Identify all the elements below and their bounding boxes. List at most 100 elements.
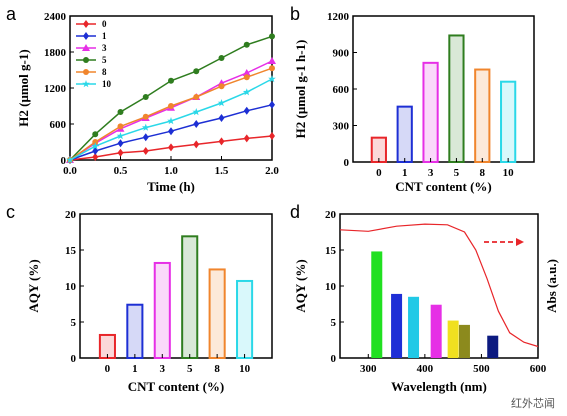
series-point-5	[92, 131, 99, 138]
panel-a-xtick-label: 0.5	[114, 165, 128, 177]
dashed-arrow-head	[516, 238, 524, 246]
panel-d-bar-420	[430, 304, 442, 358]
series-point-10	[268, 75, 276, 83]
series-point-5	[168, 77, 174, 84]
panel-a-xtick-label: 1.5	[215, 165, 229, 177]
panel-d-bar-520	[487, 335, 499, 358]
panel-a-ytick-label: 2400	[44, 11, 67, 23]
panel-b-bar-8	[474, 68, 491, 163]
series-point-8	[193, 94, 200, 100]
series-point-1	[92, 147, 99, 155]
series-point-0	[269, 132, 275, 140]
panel-d-bar-380	[408, 296, 420, 358]
legend-marker-1	[83, 32, 89, 40]
series-point-1	[168, 127, 174, 136]
panel-b-xlabel: CNT content (%)	[395, 179, 492, 194]
panel-d-ytick-label: 20	[325, 209, 337, 221]
series-point-1	[142, 133, 149, 142]
panel-c-xtick-label: 0	[105, 363, 111, 375]
panel-b-xtick-label: 10	[503, 167, 515, 179]
panel-a-xtick-label: 0.0	[63, 165, 77, 177]
series-point-1	[193, 120, 200, 128]
series-point-8	[92, 139, 99, 145]
series-point-0	[218, 137, 225, 146]
series-point-8	[117, 123, 124, 130]
panel-c-ytick-label: 20	[65, 209, 77, 221]
legend-label-0: 0	[102, 19, 107, 29]
series-point-10	[192, 108, 201, 116]
panel-c-xtick-label: 1	[132, 363, 138, 375]
panel-c-bar-chart: 0 5 10 15 20 0 1 3 5 8 10 AQY (%) CNT content (%)	[26, 209, 273, 394]
panel-b-bar-10	[500, 80, 517, 163]
panel-c-xtick-label: 5	[187, 363, 193, 375]
panel-b-ytick-label: 1200	[327, 11, 350, 23]
panel-letter-b: b	[290, 4, 300, 24]
series-point-10	[66, 156, 74, 164]
panel-d-ylabel: AQY (%)	[293, 259, 308, 312]
panel-d-xtick-label: 400	[417, 363, 434, 375]
panel-c-xlabel: CNT content (%)	[128, 379, 225, 394]
legend-label-3: 3	[102, 43, 107, 53]
legend-marker-8	[83, 69, 89, 75]
legend-label-10: 10	[102, 79, 112, 89]
panel-letter-c: c	[6, 202, 15, 222]
panel-c-ytick-label: 5	[71, 317, 77, 329]
panel-a-xtick-label: 2.0	[265, 165, 279, 177]
panel-d-xtick-label: 500	[473, 363, 490, 375]
panel-d-xlabel: Wavelength (nm)	[391, 379, 487, 394]
series-point-8	[218, 83, 225, 90]
panel-a-line-chart: 0 600 1200 1800 2400 0.0 0.5 1.0 1.5 2.0 0 1 3 5 8 10 H2…	[16, 11, 279, 194]
panel-c-bar-3	[153, 261, 171, 359]
legend-marker-0	[83, 20, 89, 28]
panel-a-ytick-label: 1200	[44, 83, 67, 95]
series-point-5	[243, 41, 250, 48]
panel-d-bar-470	[458, 324, 470, 358]
panel-d-ytick-label: 0	[331, 353, 337, 365]
series-point-10	[91, 142, 100, 150]
series-point-1	[218, 114, 225, 122]
panel-c-bar-5	[181, 235, 199, 360]
series-point-8	[168, 103, 174, 109]
panel-c-ytick-label: 15	[65, 245, 77, 257]
panel-c-ytick-label: 10	[65, 281, 77, 293]
watermark: 红外芯闻	[507, 394, 559, 412]
panel-b-ytick-label: 900	[333, 48, 350, 60]
series-point-0	[142, 147, 149, 155]
panel-b-xtick-label: 3	[428, 167, 434, 179]
panel-d-ytick-label: 10	[325, 281, 337, 293]
panel-c-bar-8	[208, 268, 226, 359]
panel-c-bar-10	[236, 279, 254, 359]
series-point-5	[218, 55, 225, 61]
series-point-5	[269, 33, 275, 40]
legend-marker-10	[82, 80, 90, 88]
series-point-0	[92, 153, 99, 161]
series-point-1	[269, 100, 275, 109]
legend-label-5: 5	[102, 55, 107, 65]
series-point-1	[243, 106, 250, 115]
series-point-3	[242, 69, 251, 76]
series-point-8	[243, 74, 250, 81]
panel-c-xtick-label: 3	[160, 363, 166, 375]
panel-a-ytick-label: 1800	[44, 47, 67, 59]
series-point-10	[217, 99, 226, 107]
panel-a-xtick-label: 1.0	[164, 165, 178, 177]
series-line-5	[69, 35, 273, 161]
panel-c-xtick-label: 10	[239, 363, 251, 375]
panel-b-ytick-label: 600	[333, 84, 350, 96]
series-point-3	[268, 57, 276, 64]
panel-a-ylabel: H2 (μmol g-1)	[16, 49, 31, 126]
series-point-0	[193, 140, 200, 149]
panel-c-ylabel: AQY (%)	[26, 259, 41, 312]
series-point-10	[242, 88, 251, 96]
panel-d-bar-350	[391, 293, 403, 358]
panel-d-bar-315	[371, 251, 383, 358]
series-point-5	[142, 94, 149, 100]
panel-d-wavelength-chart: 0 5 10 15 20 300 400 500 600 AQY (%) Abs (a.u.) Wav…	[293, 209, 559, 394]
panel-b-bar-chart: 0 300 600 900 1200 0 1 3 5 8 10 H2 (μmol g-1 h-1) CN…	[293, 11, 535, 194]
panel-b-ytick-label: 0	[344, 157, 350, 169]
panel-b-bar-5	[448, 34, 465, 163]
series-point-0	[243, 134, 250, 143]
panel-d-xtick-label: 600	[530, 363, 547, 375]
panel-d-bar-450	[447, 320, 459, 358]
